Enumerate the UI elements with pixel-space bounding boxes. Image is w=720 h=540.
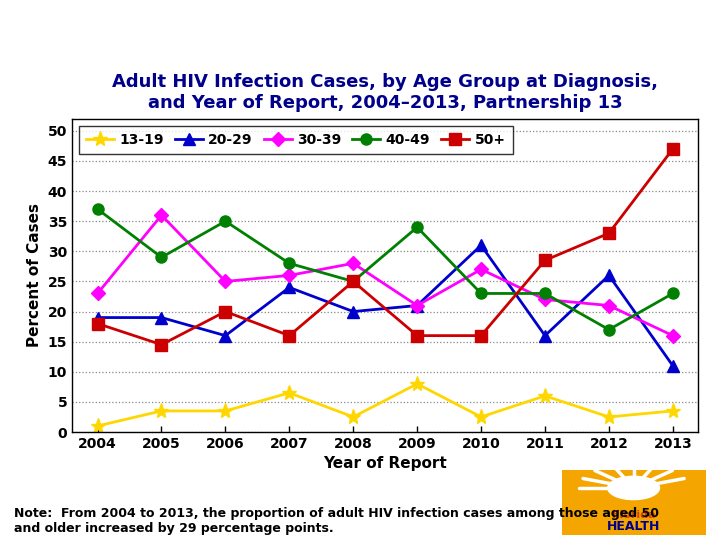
X-axis label: Year of Report: Year of Report	[323, 456, 447, 471]
30-39	[221, 278, 230, 285]
40-49	[157, 254, 166, 261]
30-39	[413, 302, 421, 309]
50+	[94, 320, 102, 327]
50+	[221, 308, 230, 315]
Text: Florida: Florida	[612, 510, 655, 520]
13-19	[477, 414, 485, 420]
30-39	[157, 212, 166, 218]
Circle shape	[608, 476, 660, 500]
20-29	[541, 333, 549, 339]
50+	[413, 333, 421, 339]
40-49	[221, 218, 230, 225]
50+	[285, 333, 294, 339]
40-49	[94, 206, 102, 212]
50+	[477, 333, 485, 339]
40-49	[605, 326, 613, 333]
20-29	[349, 308, 358, 315]
Line: 50+: 50+	[92, 143, 678, 350]
Title: Adult HIV Infection Cases, by Age Group at Diagnosis,
and Year of Report, 2004–2: Adult HIV Infection Cases, by Age Group …	[112, 73, 658, 112]
Line: 20-29: 20-29	[92, 240, 678, 372]
20-29	[413, 302, 421, 309]
Text: Note:  From 2004 to 2013, the proportion of adult HIV infection cases among thos: Note: From 2004 to 2013, the proportion …	[14, 507, 660, 535]
13-19	[668, 408, 677, 414]
20-29	[605, 272, 613, 279]
40-49	[477, 290, 485, 296]
13-19	[221, 408, 230, 414]
13-19	[349, 414, 358, 420]
Legend: 13-19, 20-29, 30-39, 40-49, 50+: 13-19, 20-29, 30-39, 40-49, 50+	[79, 126, 513, 154]
13-19	[605, 414, 613, 420]
30-39	[541, 296, 549, 303]
Line: 30-39: 30-39	[93, 210, 678, 341]
Y-axis label: Percent of Cases: Percent of Cases	[27, 204, 42, 347]
30-39	[285, 272, 294, 279]
50+	[605, 230, 613, 237]
FancyBboxPatch shape	[562, 470, 706, 535]
13-19	[157, 408, 166, 414]
40-49	[285, 260, 294, 267]
13-19	[94, 423, 102, 429]
20-29	[157, 314, 166, 321]
40-49	[413, 224, 421, 231]
30-39	[477, 266, 485, 273]
40-49	[349, 278, 358, 285]
40-49	[541, 290, 549, 296]
20-29	[477, 242, 485, 248]
13-19	[413, 381, 421, 387]
50+	[541, 257, 549, 264]
30-39	[668, 333, 677, 339]
20-29	[221, 333, 230, 339]
20-29	[285, 284, 294, 291]
30-39	[94, 290, 102, 296]
20-29	[668, 362, 677, 369]
13-19	[541, 393, 549, 399]
50+	[157, 341, 166, 348]
30-39	[349, 260, 358, 267]
Text: HEALTH: HEALTH	[607, 519, 660, 532]
50+	[349, 278, 358, 285]
30-39	[605, 302, 613, 309]
20-29	[94, 314, 102, 321]
Line: 40-49: 40-49	[92, 204, 678, 335]
40-49	[668, 290, 677, 296]
Line: 13-19: 13-19	[90, 376, 680, 434]
13-19	[285, 390, 294, 396]
50+	[668, 146, 677, 152]
